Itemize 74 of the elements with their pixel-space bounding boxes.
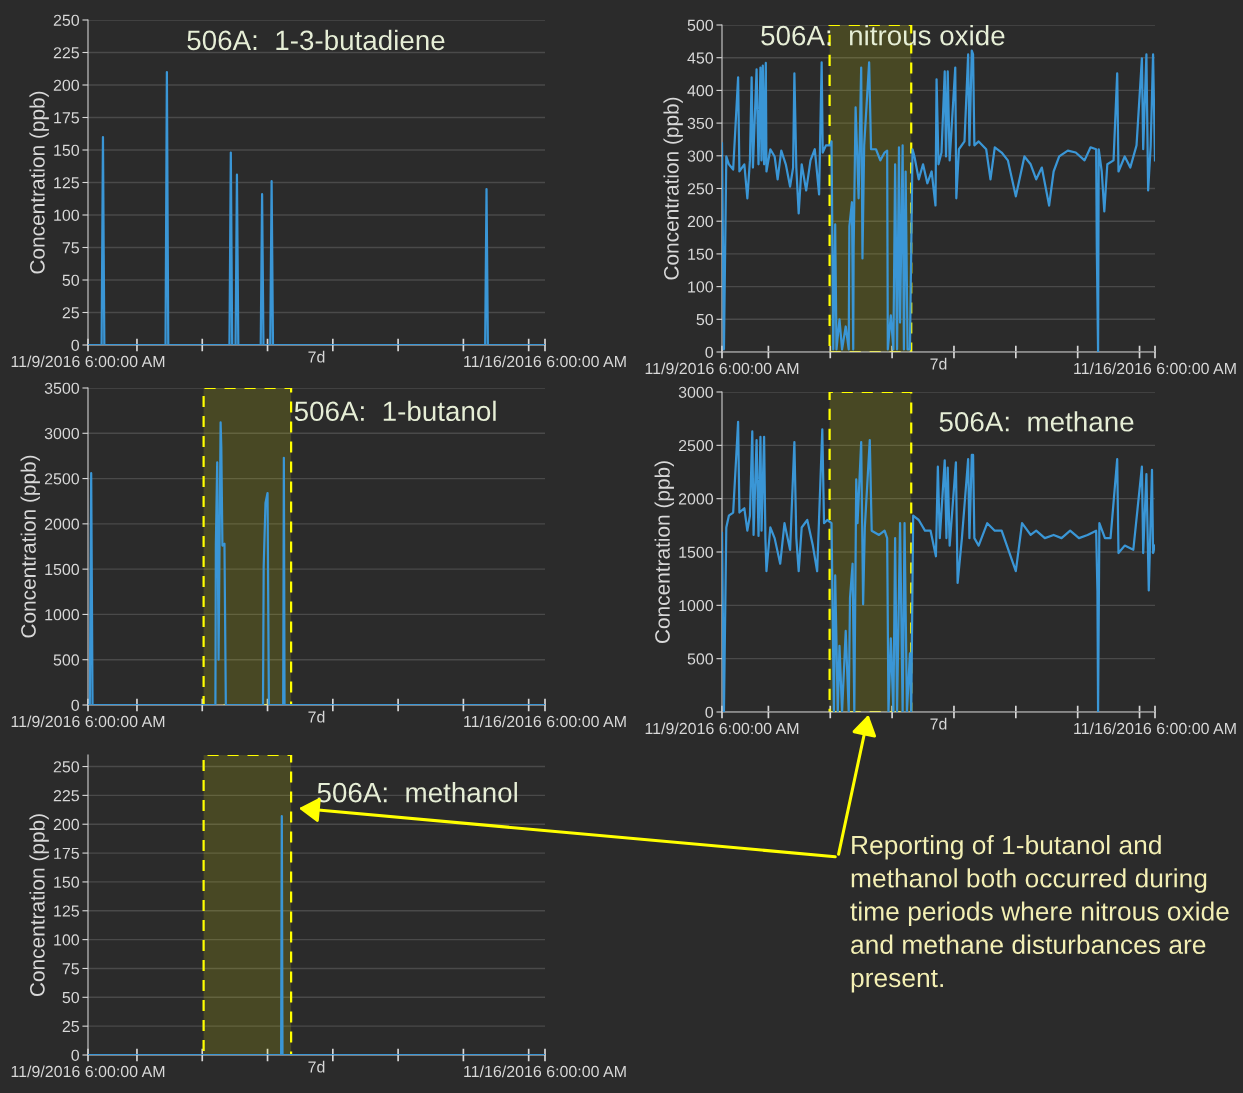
y-axis-title: Concentration (ppb) — [20, 455, 40, 638]
y-tick-label: 50 — [62, 274, 80, 286]
y-tick-label: 1500 — [679, 546, 714, 558]
y-tick-label: 3500 — [44, 382, 80, 394]
y-tick-label: 1000 — [679, 599, 714, 612]
y-tick-label: 2500 — [44, 473, 80, 485]
y-tick-label: 250 — [53, 761, 80, 773]
chart-title: 506A: 1-butanol — [294, 400, 496, 422]
y-tick-label: 500 — [687, 653, 714, 665]
x-tick-label: 11/9/2016 6:00:00 AM — [11, 1065, 165, 1078]
y-tick-label: 500 — [687, 19, 714, 31]
x-tick-label: 11/9/2016 6:00:00 AM — [11, 355, 165, 368]
y-tick-label: 75 — [62, 963, 79, 975]
y-tick-label: 300 — [687, 150, 714, 162]
x-axis-title: 7d — [930, 357, 947, 370]
y-tick-label: 125 — [54, 905, 79, 917]
y-tick-label: 350 — [687, 117, 714, 130]
y-tick-label: 400 — [687, 85, 714, 97]
x-tick-label: 11/16/2016 6:00:00 AM — [464, 1065, 626, 1078]
chart-title: 506A: nitrous oxide — [761, 25, 1005, 46]
y-tick-label: 250 — [687, 183, 714, 195]
y-tick-label: 150 — [54, 876, 80, 888]
text: 506A: methane — [939, 411, 1134, 432]
y-tick-label: 0 — [71, 1049, 80, 1061]
text: 506A: methanol — [317, 782, 517, 803]
x-tick-label: 11/16/2016 6:00:00 AM — [1074, 722, 1236, 735]
x-tick-label: 11/9/2016 6:00:00 AM — [645, 362, 799, 375]
y-tick-label: 450 — [687, 52, 714, 64]
x-tick-label: 11/16/2016 6:00:00 AM — [464, 715, 626, 728]
y-tick-label: 0 — [71, 699, 80, 711]
y-tick-label: 100 — [688, 281, 714, 293]
x-tick-label: 11/9/2016 6:00:00 AM — [645, 722, 799, 735]
y-tick-label: 150 — [688, 248, 714, 260]
y-tick-label: 3000 — [678, 386, 714, 398]
text: Reporting of 1-butanol and methanol both occurred during time periods where nitrous oxide and methane disturbances are present. — [850, 835, 1229, 993]
y-tick-label: 1000 — [45, 609, 80, 621]
y-tick-label: 100 — [54, 209, 80, 221]
y-tick-label: 200 — [53, 818, 80, 831]
y-tick-label: 0 — [71, 339, 80, 351]
x-tick-label: 11/16/2016 6:00:00 AM — [464, 355, 626, 368]
y-tick-label: 225 — [53, 47, 79, 59]
x-tick-label: 11/16/2016 6:00:00 AM — [1074, 362, 1236, 375]
x-axis-title: 7d — [308, 710, 325, 723]
y-tick-label: 25 — [62, 307, 79, 319]
y-tick-label: 25 — [62, 1020, 79, 1033]
y-tick-label: 0 — [705, 346, 714, 358]
y-tick-label: 0 — [705, 706, 714, 718]
y-tick-label: 175 — [54, 112, 79, 124]
y-axis-title: Concentration (ppb) — [663, 97, 683, 280]
y-axis-title: Concentration (ppb) — [29, 814, 49, 996]
y-axis-title: Concentration (ppb) — [654, 461, 674, 643]
x-axis-title: 7d — [930, 717, 947, 730]
y-tick-label: 2500 — [678, 439, 714, 452]
y-tick-label: 125 — [54, 177, 79, 189]
y-tick-label: 200 — [53, 79, 80, 91]
y-tick-label: 50 — [62, 991, 80, 1004]
y-tick-label: 175 — [54, 847, 79, 860]
x-axis-title: 7d — [308, 1060, 325, 1073]
y-tick-label: 200 — [687, 215, 714, 228]
y-tick-label: 2000 — [678, 493, 714, 505]
y-tick-label: 3000 — [44, 427, 80, 440]
y-tick-label: 50 — [696, 313, 714, 326]
y-tick-label: 150 — [54, 144, 80, 156]
y-tick-label: 500 — [53, 654, 80, 666]
x-tick-label: 11/9/2016 6:00:00 AM — [11, 715, 165, 728]
y-tick-label: 1500 — [45, 563, 80, 576]
x-axis-title: 7d — [308, 350, 325, 363]
chart-title: 506A: 1-3-butadiene — [187, 29, 445, 51]
y-tick-label: 225 — [53, 790, 79, 802]
y-axis-title: Concentration (ppb) — [29, 91, 49, 274]
y-tick-label: 75 — [62, 242, 79, 254]
y-tick-label: 2000 — [44, 518, 80, 530]
y-tick-label: 250 — [53, 14, 80, 26]
y-tick-label: 100 — [54, 934, 80, 946]
